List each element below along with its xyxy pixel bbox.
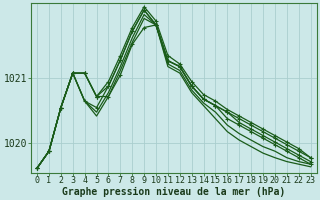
X-axis label: Graphe pression niveau de la mer (hPa): Graphe pression niveau de la mer (hPa) — [62, 186, 285, 197]
